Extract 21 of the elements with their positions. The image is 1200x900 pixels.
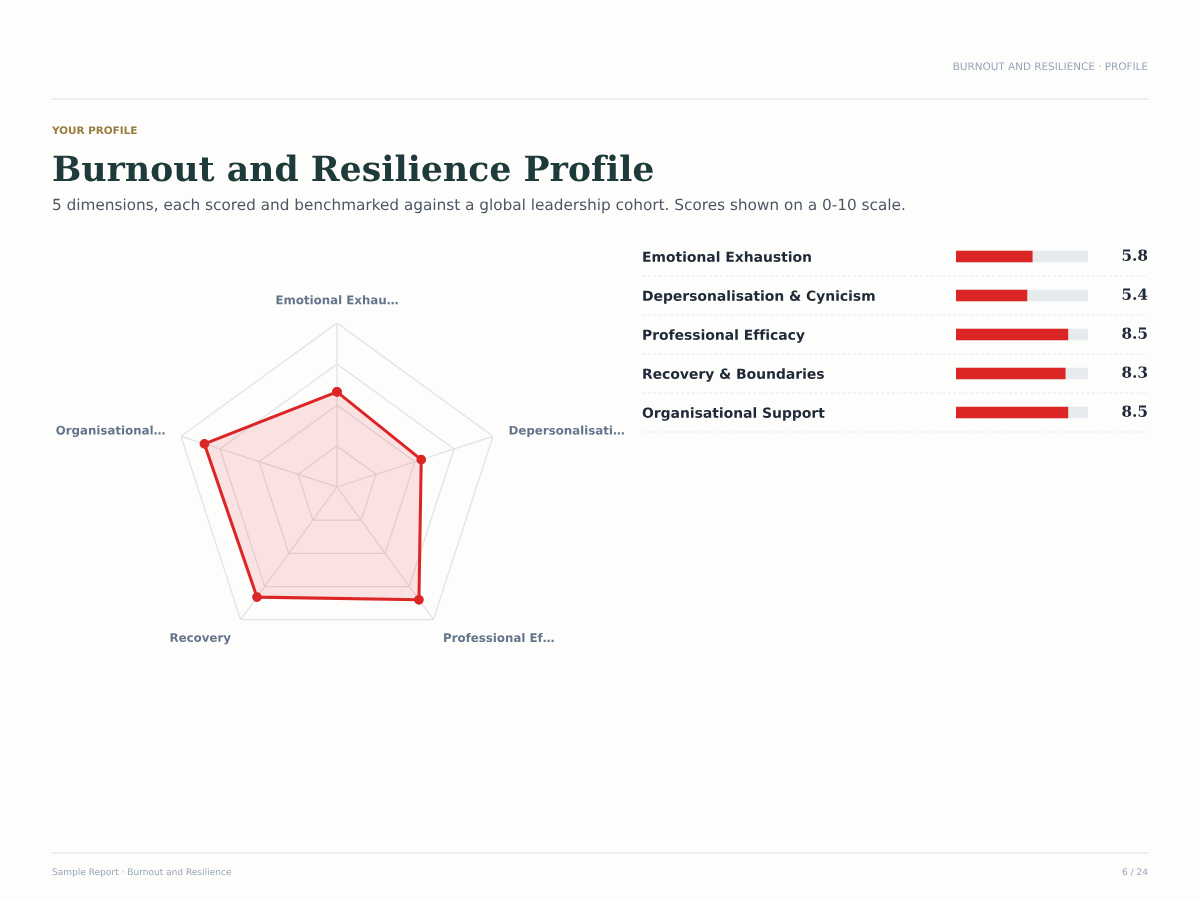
y-tick-label: Professional Efficacy — [643, 329, 805, 343]
chart-title: Burnout and Resilience Profile — [53, 154, 653, 182]
data-label: 5.8 — [1122, 249, 1148, 261]
text: BURNOUT AND RESILIENCE · PROFILE — [953, 62, 1148, 71]
spoke-label: Recovery — [170, 633, 231, 645]
y-tick-label: Organisational Support — [642, 407, 825, 421]
text: Sample Report · Burnout and Resilience — [52, 868, 231, 877]
y-tick-label: Emotional Exhaustion — [643, 251, 811, 262]
data-label: 5.4 — [1122, 288, 1148, 300]
y-tick-label: Recovery & Boundaries — [643, 368, 824, 382]
text: 6 / 24 — [1122, 868, 1148, 876]
text: YOUR PROFILE — [51, 126, 137, 135]
spoke-label: Professional Ef… — [444, 632, 554, 643]
spoke-label: Depersonalisati… — [509, 425, 624, 437]
spoke-label: Emotional Exhau… — [276, 295, 398, 305]
data-label: 8.3 — [1122, 366, 1148, 378]
chart-subtitle: 5 dimensions, each scored and benchmarked against a global leadership cohort. Scores shown on a 0-10 scale. — [53, 198, 905, 214]
data-label: 8.5 — [1122, 405, 1147, 417]
spoke-label: Organisational… — [56, 425, 165, 438]
y-tick-label: Depersonalisation & Cynicism — [643, 290, 875, 304]
data-label: 8.5 — [1122, 327, 1147, 339]
